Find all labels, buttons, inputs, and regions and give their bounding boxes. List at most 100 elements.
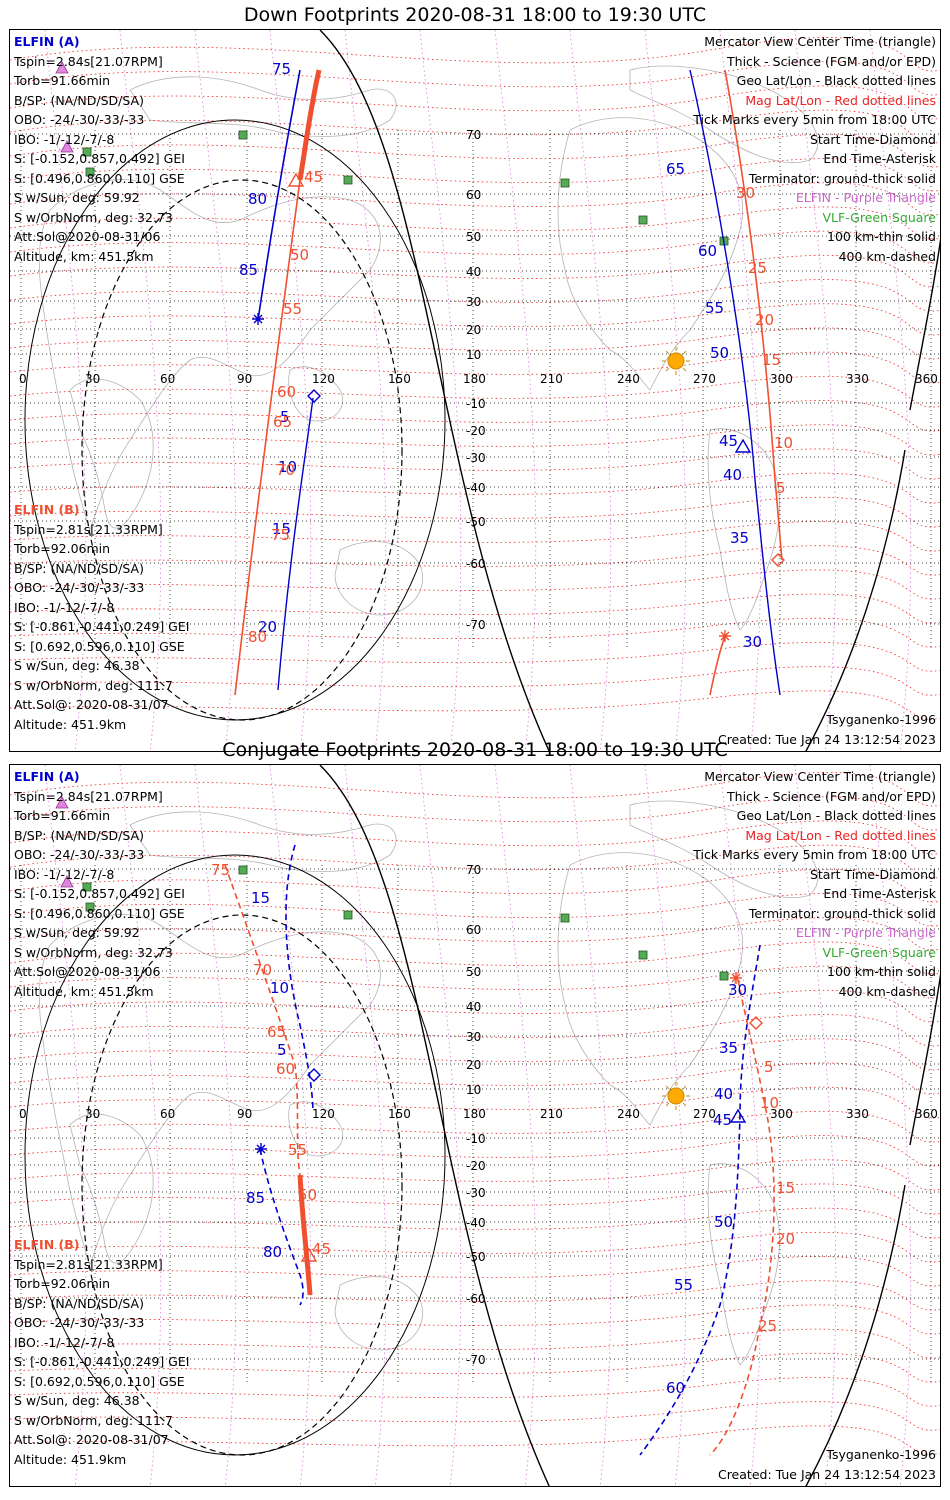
coastline [334, 541, 423, 616]
elfin-b-tick-label: 5 [776, 479, 786, 497]
mag-lon-line [10, 1211, 12, 1352]
center-time-triangle [734, 438, 752, 453]
mag-lat-line [10, 1207, 940, 1239]
mag-lat-line [10, 255, 940, 288]
elfin-a-line: Tspin=2.84s[21.07RPM] [14, 53, 163, 69]
mag-lat-line [10, 820, 940, 855]
elfin-ground-triangle [60, 140, 74, 153]
coastline [707, 428, 780, 631]
mag-lat-line [10, 569, 940, 600]
coastline [707, 1163, 780, 1366]
elfin-a-track [259, 1148, 304, 1306]
mag-lat-line [10, 424, 940, 456]
elfin-a-tick-label: 40 [714, 1085, 733, 1103]
start-time-diamond [771, 553, 785, 567]
elfin-a-tick-label: 50 [710, 344, 729, 362]
legend-item: VLF-Green Square [822, 944, 936, 960]
coastline [288, 366, 343, 422]
elfin-a-line: S: [-0.152,0.857,0.492] GEI [14, 151, 185, 166]
lat-tick-label: 10 [466, 348, 481, 362]
elfin-a-track [277, 397, 314, 691]
lon-tick-label: 0 [19, 372, 27, 386]
vlf-station-square [82, 147, 92, 157]
elfin-b-tick-label: 15 [762, 351, 781, 369]
lon-tick-label: 30 [85, 372, 100, 386]
center-time-triangle [287, 172, 305, 187]
mag-lon-line [494, 765, 537, 1486]
elfin-b-line: OBO: -24/-30/-33/-33 [14, 1315, 145, 1330]
vlf-station-square [719, 971, 729, 981]
lon-tick-label: 150 [388, 1107, 411, 1121]
elfin-a-line: Tspin=2.84s[21.07RPM] [14, 788, 163, 804]
vlf-station-square [82, 882, 92, 892]
elfin-b-line: B/SP: (NA/ND/SD/SA) [14, 560, 144, 576]
vlf-station-square [343, 910, 353, 920]
legend-item: ELFIN - Purple Triangle [795, 925, 936, 940]
mag-lat-line [10, 1328, 940, 1359]
elfin-b-track [224, 864, 301, 1176]
lon-tick-label: 90 [237, 372, 252, 386]
start-time-diamond [307, 389, 321, 403]
elfin-b-line: S w/Sun, deg: 46.38 [14, 658, 140, 673]
lat-tick-label: 50 [466, 230, 481, 244]
elfin-b-track [709, 979, 775, 1456]
lat-tick-label: -20 [466, 1159, 486, 1173]
end-time-asterisk [719, 630, 731, 642]
sun-ray [682, 350, 687, 355]
mag-lat-line [10, 1304, 940, 1335]
elfin-a-info: ELFIN (A) Tspin=2.84s[21.07RPM] Torb=91.… [14, 767, 185, 1001]
elfin-a-line: OBO: -24/-30/-33/-33 [14, 112, 145, 127]
coastline [288, 1101, 343, 1157]
lon-tick-label: 270 [693, 1107, 716, 1121]
end-time-asterisk [252, 313, 264, 325]
mag-lon-line [344, 30, 387, 751]
legend-item: Mag Lat/Lon - Red dotted lines [745, 827, 936, 843]
elfin-a-tick-label: 15 [272, 520, 291, 538]
legend-item: 100 km-thin solid [827, 964, 936, 979]
mag-lat-line [10, 279, 940, 312]
lat-tick-label: -60 [466, 557, 486, 571]
lon-tick-label: 0 [19, 1107, 27, 1121]
lat-tick-label: 30 [466, 295, 481, 309]
elfin-b-line: S: [-0.861,-0.441,0.249] GEI [14, 1354, 190, 1369]
elfin-a-line: Torb=91.66min [14, 808, 111, 823]
lat-tick-label: 70 [466, 128, 481, 142]
mag-lat-line [10, 796, 940, 831]
elfin-b-line: S w/OrbNorm, deg: 111.7 [14, 677, 173, 693]
mag-lon-line [644, 30, 687, 751]
mag-lat-line [10, 1256, 940, 1287]
sun-ray [665, 350, 670, 355]
start-time-diamond [307, 1068, 321, 1082]
elfin-b-tick-label: 50 [290, 246, 309, 264]
elfin-b-tick-label: 60 [276, 1060, 295, 1078]
mag-lat-line [10, 230, 940, 264]
sun-ray [682, 367, 687, 372]
footprint-400km-ring [81, 914, 403, 1456]
elfin-b-line: Torb=92.06min [14, 1276, 111, 1291]
elfin-a-track [285, 844, 314, 1111]
elfin-a-line: S w/Sun, deg: 59.92 [14, 925, 140, 940]
legend-item: End Time-Asterisk [823, 151, 936, 166]
legend-item: Thick - Science (FGM and/or EPD) [727, 53, 936, 69]
elfin-b-line: S w/OrbNorm, deg: 111.7 [14, 1412, 173, 1428]
model-label: Tsyganenko-1996 [826, 1447, 936, 1462]
center-time-triangle [729, 1108, 747, 1123]
elfin-b-line: S: [-0.861,-0.441,0.249] GEI [14, 619, 190, 634]
lat-tick-label: -40 [466, 481, 486, 495]
coastline [69, 1113, 154, 1264]
mag-lat-line [10, 158, 940, 192]
panel-title-down: Down Footprints 2020-08-31 18:00 to 19:3… [243, 4, 707, 26]
mag-lat-line [10, 990, 940, 1023]
lat-tick-label: -10 [466, 1132, 486, 1146]
elfin-a-line: S w/OrbNorm, deg: 32.73 [14, 209, 173, 225]
elfin-a-tick-label: 35 [719, 1039, 738, 1057]
elfin-b-tick-label: 20 [776, 1230, 795, 1248]
end-time-asterisk [730, 972, 742, 984]
terminator-line [805, 449, 906, 751]
down-footprints-map: 0 30 60 90 120 150 180 210 240 270 300 330 360 70 60 50… [9, 29, 941, 752]
elfin-b-line: Torb=92.06min [14, 541, 111, 556]
elfin-a-line: IBO: -1/-12/-7/-8 [14, 866, 115, 882]
mag-lat-line [10, 941, 940, 975]
legend-item: Thick - Science (FGM and/or EPD) [727, 788, 936, 804]
elfin-a-tick-label: 10 [278, 458, 297, 476]
